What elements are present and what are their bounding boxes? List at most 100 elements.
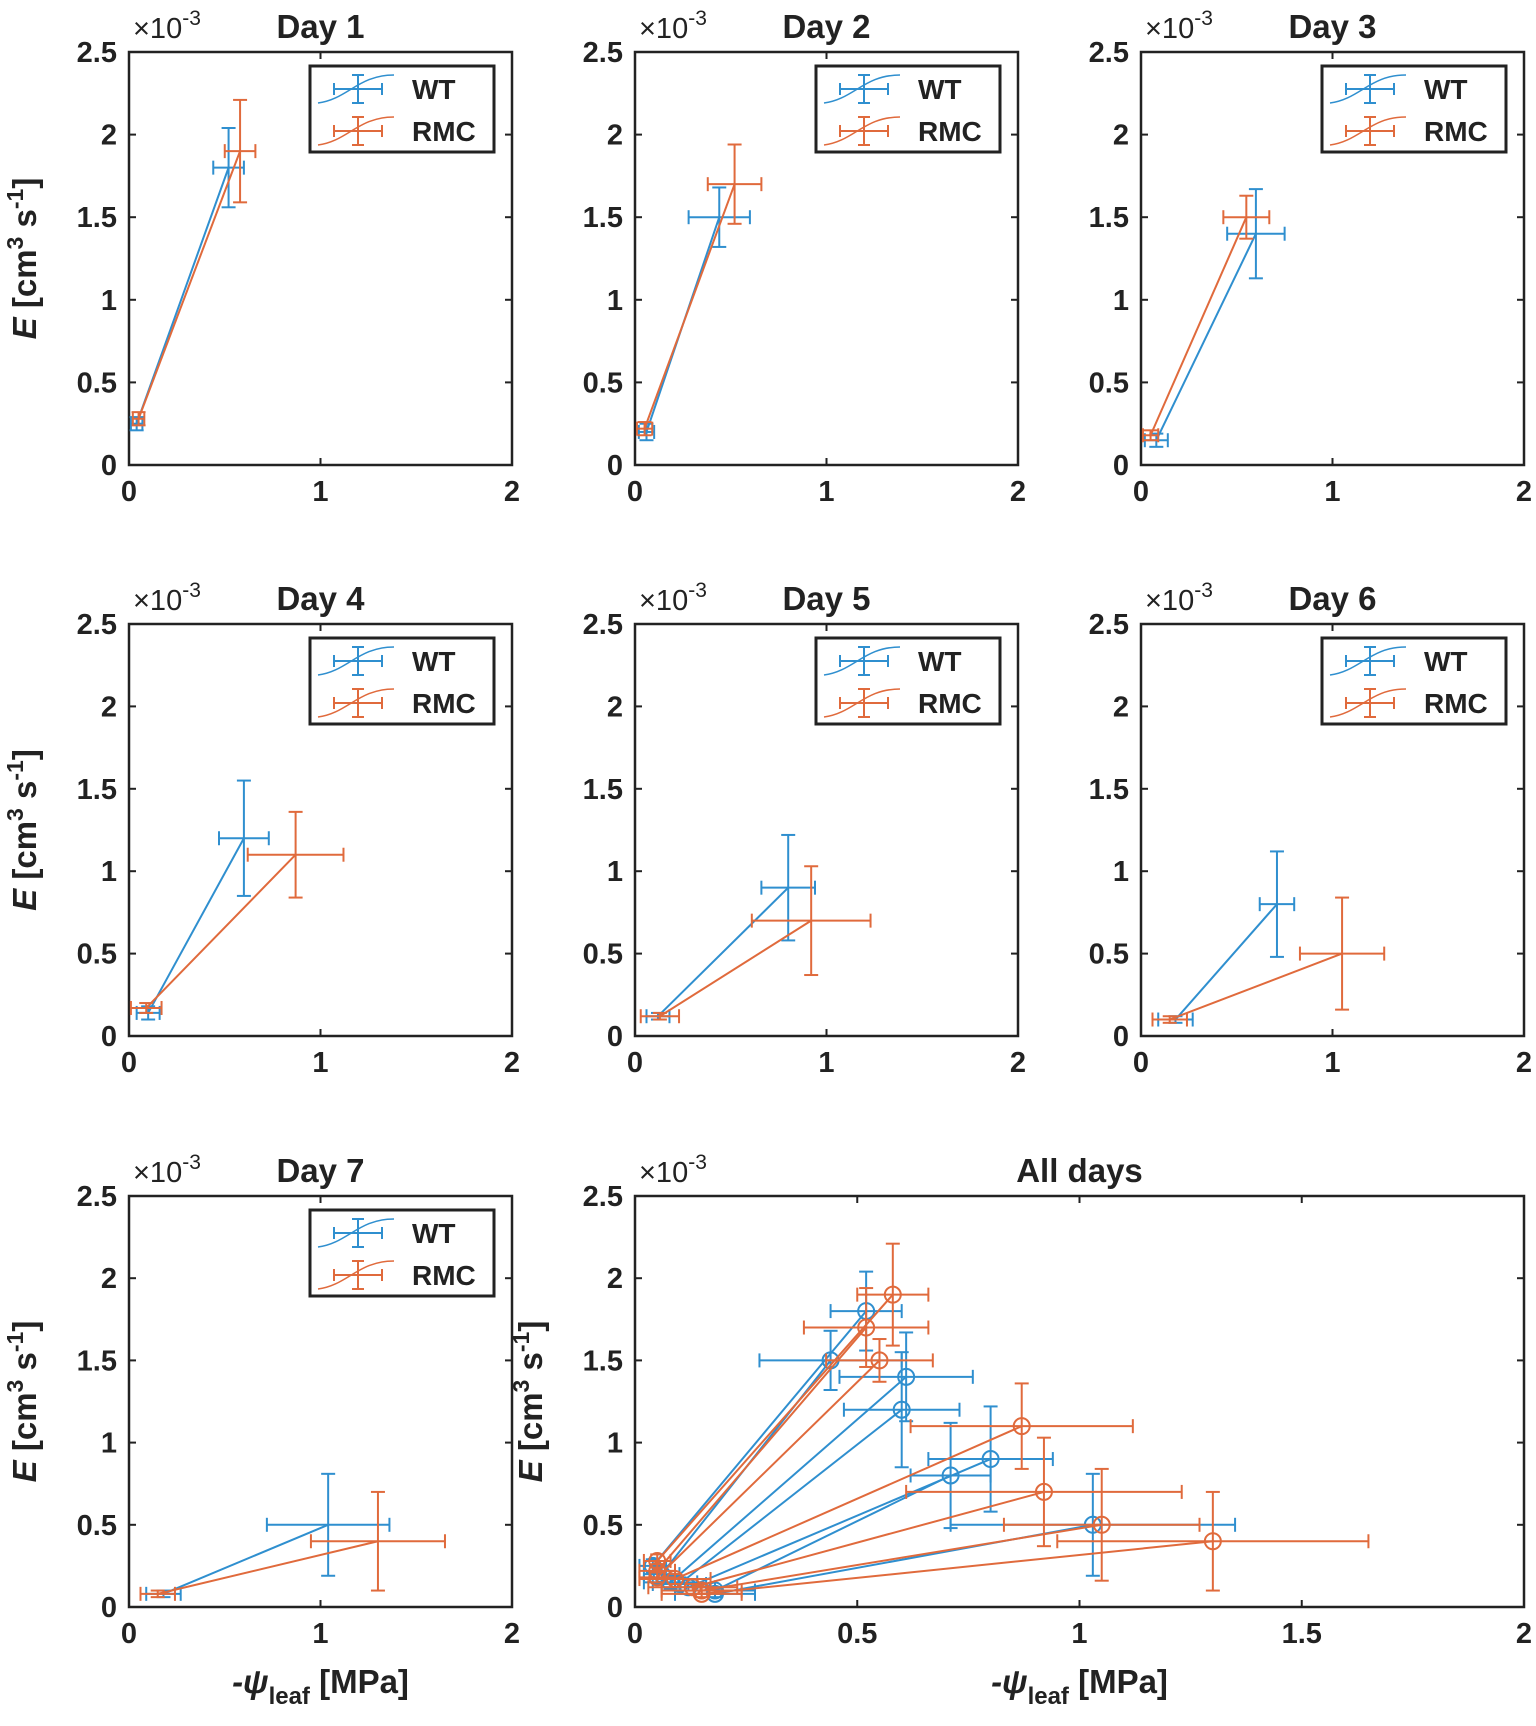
chart-panel-5: 0 1 2 0 0.5 1 1.5 2 2.5 ×10-3 Day 5 WT RMC bbox=[583, 579, 1026, 1079]
chart-title: Day 3 bbox=[1288, 8, 1376, 45]
x-tick-label: 1 bbox=[1324, 1047, 1340, 1079]
data-point-marker bbox=[692, 1584, 711, 1603]
y-label-exponent: 3 bbox=[2, 808, 28, 821]
chart-title: Day 6 bbox=[1288, 580, 1376, 617]
legend: WT RMC bbox=[308, 1208, 496, 1298]
legend-label-wt: WT bbox=[412, 646, 456, 677]
y-tick-label: 2 bbox=[607, 1263, 623, 1295]
legend-label-rmc: RMC bbox=[918, 688, 982, 719]
series-line bbox=[1169, 952, 1343, 1021]
y-label-unit: [cm bbox=[6, 1392, 43, 1460]
data-point-marker bbox=[941, 1466, 960, 1485]
series-rmc bbox=[639, 865, 872, 1024]
series-line bbox=[1174, 903, 1278, 1021]
y-axis-label: E [cm3 s-1] bbox=[2, 178, 43, 340]
y-scale-factor: ×10-3 bbox=[639, 7, 707, 45]
legend-label-wt: WT bbox=[412, 74, 456, 105]
legend-label-rmc: RMC bbox=[1424, 688, 1488, 719]
y-axis-label: E [cm3 s-1] bbox=[508, 1321, 549, 1483]
y-label-unit: [cm bbox=[6, 821, 43, 889]
chart-title: Day 5 bbox=[782, 580, 870, 617]
x-tick-label: 0 bbox=[627, 1047, 643, 1079]
series-rmc bbox=[635, 143, 763, 437]
legend-curve bbox=[317, 1260, 395, 1290]
x-tick-label: 2 bbox=[504, 476, 520, 508]
x-tick-label: 1 bbox=[1324, 476, 1340, 508]
legend-curve bbox=[317, 1218, 395, 1248]
y-tick-label: 1.5 bbox=[583, 202, 623, 234]
legend-symbol-rmc bbox=[317, 116, 395, 146]
chart-panel-7: 0 1 2 0 0.5 1 1.5 2 2.5 ×10-3 Day 7 E [cm3 s-1] -ψle… bbox=[2, 1151, 520, 1710]
y-tick-label: 2.5 bbox=[583, 37, 623, 69]
x-tick-label: 1 bbox=[818, 1047, 834, 1079]
axes-frame bbox=[633, 1194, 1526, 1609]
legend-curve bbox=[823, 688, 901, 718]
legend-symbol-rmc bbox=[317, 688, 395, 718]
scale-prefix: ×10 bbox=[1145, 13, 1194, 45]
series-line bbox=[674, 1425, 1023, 1580]
legend-label-wt: WT bbox=[918, 646, 962, 677]
legend-symbol-wt bbox=[1329, 646, 1407, 676]
y-tick-label: 0.5 bbox=[583, 367, 623, 399]
series-line bbox=[147, 837, 245, 1014]
y-tick-label: 2 bbox=[607, 691, 623, 723]
y-tick-label: 1 bbox=[101, 285, 117, 317]
x-tick-label: 0 bbox=[1133, 1047, 1149, 1079]
y-label-exponent: -1 bbox=[2, 188, 28, 209]
series-line bbox=[1155, 233, 1257, 441]
x-tick-label: 0 bbox=[627, 476, 643, 508]
chart-title: Day 2 bbox=[782, 8, 870, 45]
chart-panel-3: 0 1 2 0 0.5 1 1.5 2 2.5 ×10-3 Day 3 WT RMC bbox=[1089, 7, 1532, 508]
legend-label-rmc: RMC bbox=[1424, 116, 1488, 147]
scale-prefix: ×10 bbox=[133, 13, 182, 45]
x-tick-label: 0 bbox=[627, 1618, 643, 1650]
y-label-unit: s bbox=[6, 1352, 43, 1380]
y-tick-label: 0 bbox=[1113, 450, 1129, 482]
y-tick-label: 1 bbox=[101, 1428, 117, 1460]
y-label-variable: E bbox=[6, 1459, 43, 1482]
legend: WT RMC bbox=[1320, 64, 1508, 154]
y-tick-label: 1 bbox=[101, 856, 117, 888]
x-tick-label: 2 bbox=[1516, 1047, 1532, 1079]
chart-panel-4: 0 1 2 0 0.5 1 1.5 2 2.5 ×10-3 Day 4 E [cm3 s-1] WT RM… bbox=[2, 579, 520, 1079]
scale-exponent: -3 bbox=[688, 579, 707, 602]
x-tick-label: 2 bbox=[504, 1047, 520, 1079]
y-tick-label: 1 bbox=[607, 1428, 623, 1460]
data-point-marker bbox=[1034, 1482, 1053, 1501]
series-line bbox=[659, 919, 812, 1018]
scale-prefix: ×10 bbox=[133, 1157, 182, 1189]
x-tick-label: 1 bbox=[312, 476, 328, 508]
y-tick-label: 0.5 bbox=[77, 1510, 117, 1542]
x-tick-label: 2 bbox=[1010, 476, 1026, 508]
y-tick-label: 2 bbox=[101, 1263, 117, 1295]
series-line bbox=[137, 150, 242, 420]
y-label-unit: ] bbox=[512, 1321, 549, 1332]
y-label-exponent: -1 bbox=[2, 760, 28, 781]
y-label-unit: [cm bbox=[512, 1392, 549, 1460]
x-tick-label: 0 bbox=[1133, 476, 1149, 508]
chart-panel-2: 0 1 2 0 0.5 1 1.5 2 2.5 ×10-3 Day 2 WT RMC bbox=[583, 7, 1026, 508]
legend-label-rmc: RMC bbox=[412, 1260, 476, 1291]
y-tick-label: 0.5 bbox=[583, 939, 623, 971]
y-tick-label: 0 bbox=[101, 1592, 117, 1624]
x-tick-label: 2 bbox=[1516, 476, 1532, 508]
series-line bbox=[163, 1523, 329, 1595]
scale-exponent: -3 bbox=[1194, 7, 1213, 30]
y-tick-label: 0.5 bbox=[77, 367, 117, 399]
legend-label-rmc: RMC bbox=[918, 116, 982, 147]
legend-curve bbox=[1329, 688, 1407, 718]
data-point-marker bbox=[897, 1367, 916, 1386]
y-tick-label: 1 bbox=[1113, 856, 1129, 888]
series-line bbox=[157, 1540, 379, 1595]
y-tick-label: 2.5 bbox=[583, 609, 623, 641]
scale-prefix: ×10 bbox=[639, 585, 688, 617]
series-line bbox=[657, 886, 789, 1017]
y-tick-label: 2.5 bbox=[77, 1181, 117, 1213]
y-scale-factor: ×10-3 bbox=[133, 7, 201, 45]
y-tick-label: 1.5 bbox=[77, 202, 117, 234]
legend: WT RMC bbox=[308, 64, 496, 154]
y-tick-label: 2.5 bbox=[1089, 609, 1129, 641]
series-line bbox=[701, 1540, 1213, 1595]
x-label-unit: [MPa] bbox=[310, 1663, 409, 1700]
y-tick-label: 2 bbox=[1113, 120, 1129, 152]
